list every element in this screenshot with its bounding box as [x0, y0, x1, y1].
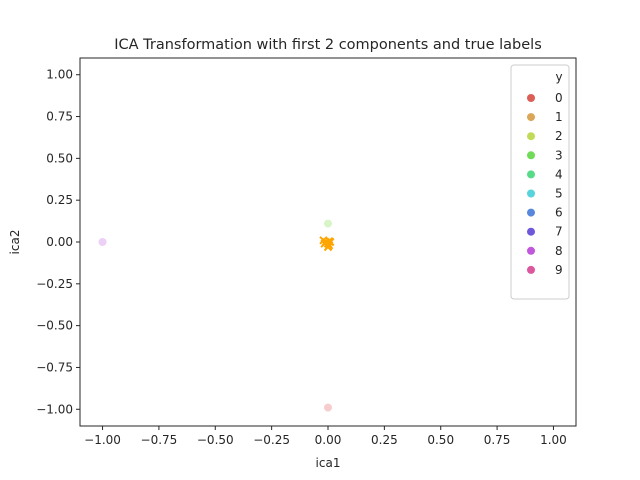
- plot-area: −1.00 −0.75 −0.50 −0.25 0.00 0.25 0.50 0.75 1.00…: [36, 57, 577, 447]
- legend-marker: [527, 94, 535, 102]
- x-tick-label: 0.25: [371, 433, 398, 447]
- legend-label: 7: [555, 225, 563, 239]
- legend-marker: [527, 246, 535, 255]
- data-point-cross: [320, 239, 329, 248]
- x-tick-label: −0.25: [253, 433, 290, 447]
- y-tick-label: 0.25: [46, 193, 73, 207]
- y-tick-label: 0.75: [46, 110, 73, 124]
- y-tick-label: −0.25: [36, 277, 73, 291]
- x-tick-label: −0.50: [197, 433, 234, 447]
- legend-box: [510, 64, 570, 300]
- y-axis-label: ica2: [8, 230, 22, 255]
- legend-label: 2: [555, 129, 563, 143]
- legend-title: y: [555, 70, 562, 84]
- legend-label: 4: [555, 167, 563, 181]
- y-tick-label: −0.75: [36, 360, 73, 374]
- legend-marker: [527, 208, 535, 217]
- legend: y 0 1 2 3 4 5 6 7 8 9: [510, 64, 570, 300]
- chart-title: ICA Transformation with first 2 componen…: [114, 37, 542, 53]
- legend-label: 9: [555, 263, 563, 277]
- y-tick-label: −0.50: [36, 319, 73, 333]
- x-tick-label: 0.00: [315, 433, 342, 447]
- data-point-cross: [324, 236, 334, 246]
- y-tick-label: 1.00: [46, 68, 73, 82]
- cross-stroke: [324, 236, 334, 246]
- x-tick-label: 0.50: [427, 433, 454, 447]
- data-point: [98, 238, 107, 246]
- y-tick-label: −1.00: [36, 402, 73, 416]
- x-tick-label: −1.00: [84, 433, 121, 447]
- legend-marker: [527, 170, 535, 179]
- legend-label: 3: [555, 148, 563, 162]
- y-tick-label: 0.50: [46, 151, 73, 165]
- x-tick-label: 1.00: [540, 433, 567, 447]
- legend-marker: [527, 189, 535, 198]
- x-tick-label: −0.75: [141, 433, 178, 447]
- cross-stroke: [320, 239, 329, 248]
- legend-label: 1: [555, 110, 563, 124]
- data-point: [324, 403, 332, 412]
- y-tick-label: 0.00: [46, 235, 73, 249]
- legend-marker: [527, 227, 535, 236]
- legend-label: 8: [555, 244, 563, 258]
- legend-marker: [527, 151, 535, 160]
- legend-marker: [527, 265, 535, 274]
- legend-label: 6: [555, 206, 563, 220]
- legend-label: 0: [555, 91, 563, 105]
- legend-marker: [527, 132, 535, 141]
- legend-label: 5: [555, 187, 563, 201]
- data-point: [324, 219, 332, 228]
- x-axis-label: ica1: [316, 456, 341, 470]
- legend-marker: [527, 113, 535, 122]
- x-tick-label: 0.75: [484, 433, 511, 447]
